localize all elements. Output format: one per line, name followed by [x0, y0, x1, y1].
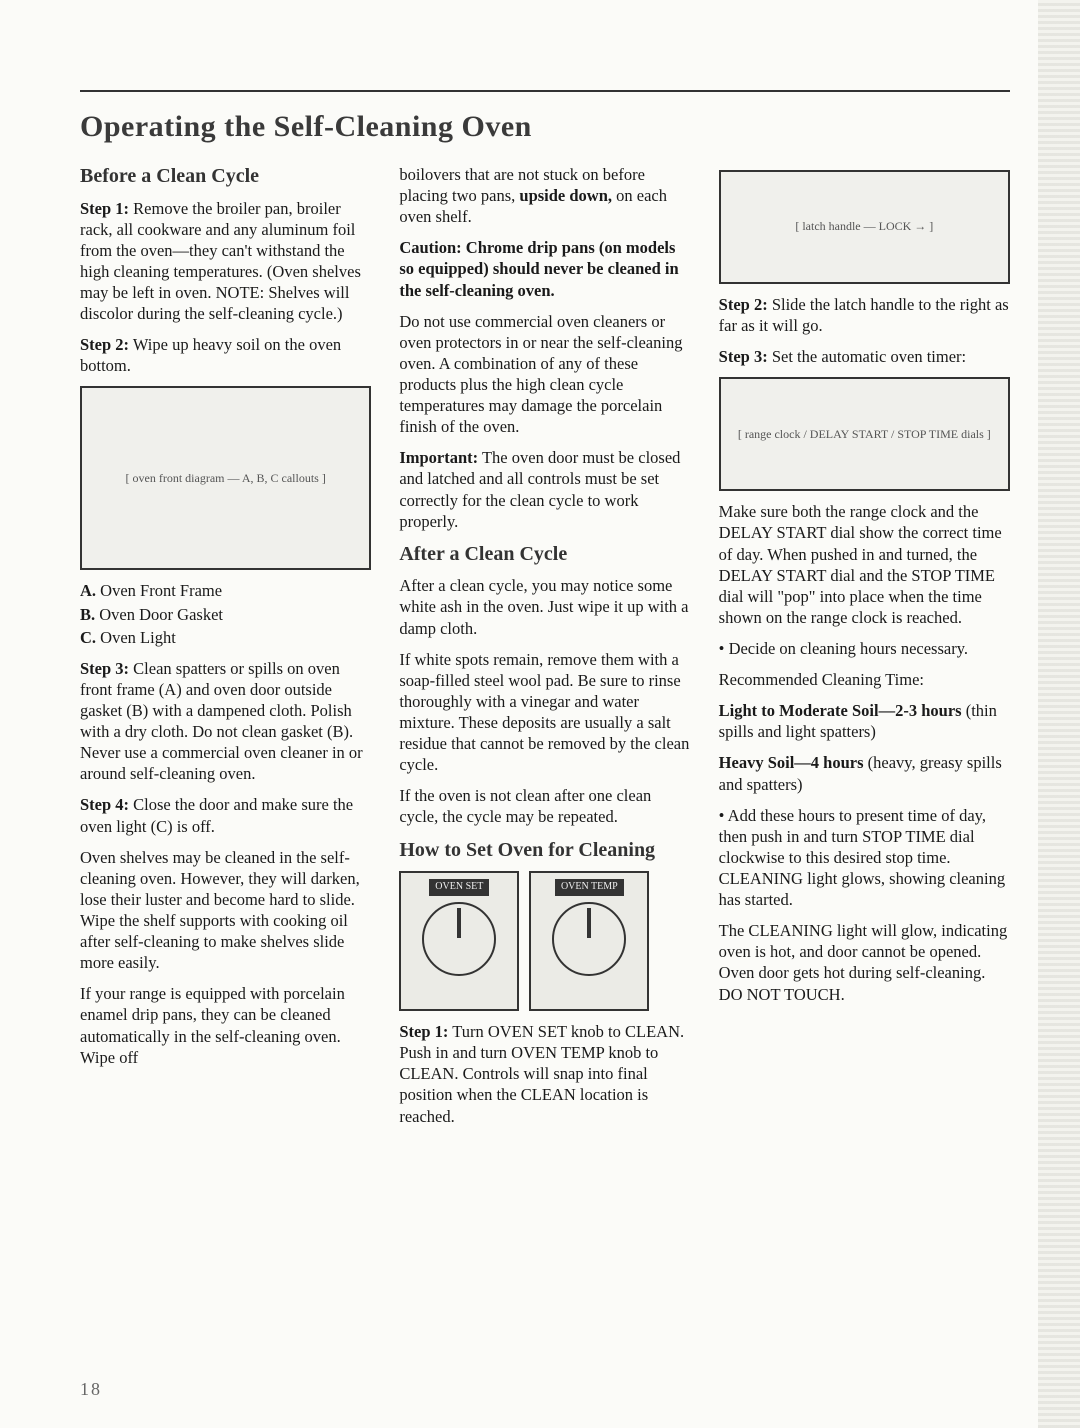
text-bold: upside down,: [519, 186, 612, 205]
step-lead: Step 1:: [399, 1022, 448, 1041]
howto-step-3: Step 3: Set the automatic oven timer:: [719, 346, 1010, 367]
figure-latch: [ latch handle — LOCK → ]: [719, 170, 1010, 284]
column-3: [ latch handle — LOCK → ] Step 2: Slide …: [719, 164, 1010, 1137]
page-number: 18: [80, 1379, 102, 1400]
column-1: Before a Clean Cycle Step 1: Remove the …: [80, 164, 371, 1137]
figure-legend: A. Oven Front Frame B. Oven Door Gasket …: [80, 580, 371, 647]
howto-step-1: Step 1: Turn OVEN SET knob to CLEAN. Pus…: [399, 1021, 690, 1127]
soil-lead: Light to Moderate Soil—2-3 hours: [719, 701, 962, 720]
important-note: Important: The oven door must be closed …: [399, 447, 690, 531]
timer-paragraph: Make sure both the range clock and the D…: [719, 501, 1010, 628]
step-lead: Step 1:: [80, 199, 129, 218]
step-lead: Step 4:: [80, 795, 129, 814]
manual-page: Operating the Self-Cleaning Oven Before …: [0, 0, 1080, 1428]
recommended-time-label: Recommended Cleaning Time:: [719, 669, 1010, 690]
heading-how-to-set: How to Set Oven for Cleaning: [399, 838, 690, 864]
after-para-3: If the oven is not clean after one clean…: [399, 785, 690, 827]
heading-after-clean: After a Clean Cycle: [399, 542, 690, 568]
caution-chrome-drip: Caution: Chrome drip pans (on models so …: [399, 237, 690, 300]
knob-dial-icon: [422, 902, 496, 976]
legend-text: Oven Door Gasket: [95, 605, 223, 624]
knob-oven-temp: OVEN TEMP: [529, 871, 649, 1011]
step-body: Set the automatic oven timer:: [768, 347, 966, 366]
important-lead: Important:: [399, 448, 478, 467]
legend-text: Oven Front Frame: [96, 581, 222, 600]
page-title: Operating the Self-Cleaning Oven: [80, 110, 1010, 144]
knob-dial-icon: [552, 902, 626, 976]
scan-artifact-edge: [1038, 0, 1080, 1428]
howto-step-2: Step 2: Slide the latch handle to the ri…: [719, 294, 1010, 336]
step-lead: Step 2:: [719, 295, 768, 314]
boilovers-continuation: boilovers that are not stuck on before p…: [399, 164, 690, 227]
knob-oven-set: OVEN SET: [399, 871, 519, 1011]
legend-item-a: A. Oven Front Frame: [80, 580, 371, 601]
before-step-4: Step 4: Close the door and make sure the…: [80, 794, 371, 836]
shelves-note: Oven shelves may be cleaned in the self-…: [80, 847, 371, 974]
before-step-3: Step 3: Clean spatters or spills on oven…: [80, 658, 371, 785]
before-step-2: Step 2: Wipe up heavy soil on the oven b…: [80, 334, 371, 376]
after-para-2: If white spots remain, remove them with …: [399, 649, 690, 776]
drip-pans-note: If your range is equipped with porcelain…: [80, 983, 371, 1067]
knob-label: OVEN SET: [429, 879, 489, 896]
knob-label: OVEN TEMP: [555, 879, 624, 896]
figure-knobs: OVEN SET OVEN TEMP: [399, 871, 690, 1011]
bullet-decide-hours: Decide on cleaning hours necessary.: [719, 638, 1010, 659]
time-heavy-soil: Heavy Soil—4 hours (heavy, greasy spills…: [719, 752, 1010, 794]
legend-lead: A.: [80, 581, 96, 600]
figure-oven-diagram: [ oven front diagram — A, B, C callouts …: [80, 386, 371, 570]
legend-lead: C.: [80, 628, 96, 647]
cleaning-light-glow: The CLEANING light will glow, indicating…: [719, 920, 1010, 1004]
legend-lead: B.: [80, 605, 95, 624]
legend-item-b: B. Oven Door Gasket: [80, 604, 371, 625]
step-lead: Step 2:: [80, 335, 129, 354]
heading-before-clean: Before a Clean Cycle: [80, 164, 371, 190]
no-commercial-cleaners: Do not use commercial oven cleaners or o…: [399, 311, 690, 438]
step-lead: Step 3:: [719, 347, 768, 366]
soil-lead: Heavy Soil—4 hours: [719, 753, 864, 772]
figure-timer: [ range clock / DELAY START / STOP TIME …: [719, 377, 1010, 491]
bullet-add-hours: Add these hours to present time of day, …: [719, 805, 1010, 911]
time-light-soil: Light to Moderate Soil—2-3 hours (thin s…: [719, 700, 1010, 742]
after-para-1: After a clean cycle, you may notice some…: [399, 575, 690, 638]
legend-item-c: C. Oven Light: [80, 627, 371, 648]
before-step-1: Step 1: Remove the broiler pan, broiler …: [80, 198, 371, 325]
column-2: boilovers that are not stuck on before p…: [399, 164, 690, 1137]
legend-text: Oven Light: [96, 628, 176, 647]
step-lead: Step 3:: [80, 659, 129, 678]
rule-top: [80, 90, 1010, 92]
columns: Before a Clean Cycle Step 1: Remove the …: [80, 164, 1010, 1137]
